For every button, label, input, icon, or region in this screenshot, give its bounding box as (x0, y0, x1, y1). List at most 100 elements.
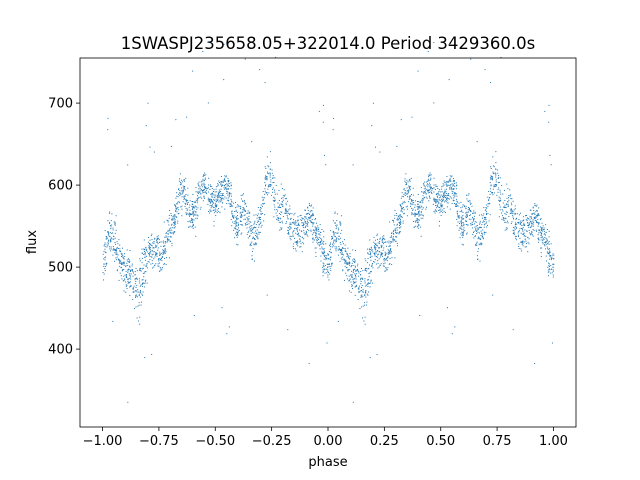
data-point (389, 251, 391, 253)
data-point (355, 270, 357, 272)
data-point (497, 182, 499, 184)
data-point (287, 226, 289, 228)
data-point (175, 208, 177, 210)
data-point (114, 221, 116, 223)
data-point (417, 203, 419, 205)
data-point (311, 215, 313, 217)
data-point (467, 211, 469, 213)
data-point (423, 185, 425, 187)
data-point (318, 110, 320, 112)
data-point (480, 214, 482, 216)
data-point (500, 193, 502, 195)
data-point (358, 288, 360, 290)
data-point (121, 262, 123, 264)
data-point (180, 181, 182, 183)
data-point (359, 285, 361, 287)
data-point (230, 195, 232, 197)
data-point (340, 249, 342, 251)
data-point (396, 223, 398, 225)
data-point (315, 237, 317, 239)
data-point (199, 186, 201, 188)
data-point (281, 201, 283, 203)
data-point (513, 227, 515, 229)
data-point (492, 171, 494, 173)
data-point (318, 242, 320, 244)
data-point (407, 190, 409, 192)
data-point (142, 282, 144, 284)
data-point (483, 213, 485, 215)
data-point (295, 222, 297, 224)
data-point (538, 222, 540, 224)
data-point (467, 209, 469, 211)
data-point (355, 278, 357, 280)
data-point (446, 176, 448, 178)
data-point (376, 239, 378, 241)
data-point (266, 178, 268, 180)
data-point (217, 196, 219, 198)
data-point (523, 224, 525, 226)
data-point (541, 241, 543, 243)
data-point (337, 249, 339, 251)
data-point (149, 239, 151, 241)
data-point (438, 220, 440, 222)
data-point (505, 218, 507, 220)
data-point (239, 207, 241, 209)
data-point (384, 251, 386, 253)
data-point (413, 226, 415, 228)
data-point (535, 216, 537, 218)
data-point (128, 261, 130, 263)
data-point (178, 180, 180, 182)
data-point (283, 189, 285, 191)
data-point (193, 213, 195, 215)
data-point (492, 165, 494, 167)
data-point (305, 209, 307, 211)
data-point (552, 269, 554, 271)
data-point (371, 125, 373, 127)
data-point (527, 224, 529, 226)
data-point (381, 252, 383, 254)
data-point (227, 185, 229, 187)
data-point (212, 201, 214, 203)
data-point (152, 267, 154, 269)
data-point (428, 180, 430, 182)
data-point (548, 248, 550, 250)
data-point (377, 245, 379, 247)
data-point (287, 216, 289, 218)
data-point (107, 231, 109, 233)
data-point (382, 255, 384, 257)
data-point (505, 206, 507, 208)
data-point (466, 214, 468, 216)
data-point (370, 271, 372, 273)
data-point (237, 232, 239, 234)
data-point (254, 260, 255, 262)
data-point (518, 245, 520, 247)
data-point (537, 222, 539, 224)
data-point (403, 193, 405, 195)
data-point (110, 246, 112, 248)
data-point (490, 190, 492, 192)
data-point (528, 223, 530, 225)
data-point (439, 199, 441, 201)
data-point (456, 211, 458, 213)
data-point (274, 177, 276, 179)
data-point (538, 223, 540, 225)
data-point (524, 225, 526, 227)
data-point (417, 211, 419, 213)
data-point (435, 198, 437, 200)
data-point (455, 204, 457, 206)
data-point (531, 234, 533, 236)
data-point (419, 201, 421, 203)
data-point (143, 248, 145, 250)
data-point (512, 200, 514, 202)
data-point (332, 241, 334, 243)
data-point (254, 220, 256, 222)
data-point (294, 228, 296, 230)
data-point (500, 199, 502, 201)
data-point (502, 202, 504, 204)
data-point (310, 210, 312, 212)
data-point (447, 194, 449, 196)
data-point (114, 223, 116, 225)
data-point (107, 220, 109, 222)
data-point (513, 233, 515, 235)
data-point (537, 218, 539, 220)
